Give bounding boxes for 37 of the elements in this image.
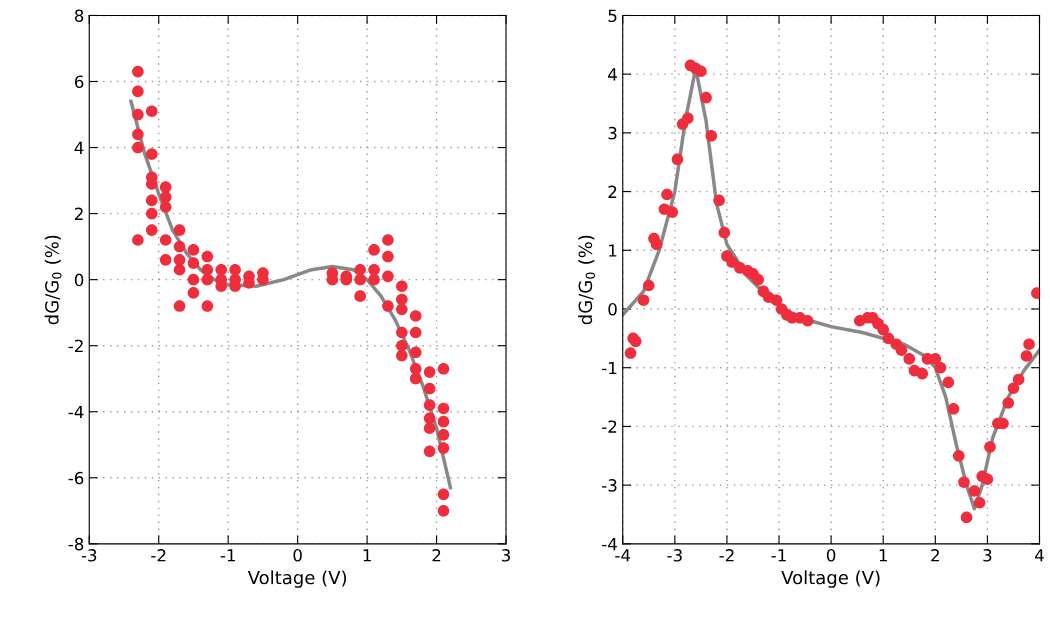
x-tick-label: -1 (220, 549, 235, 562)
y-tick-label: 5 (608, 9, 617, 23)
x-tick-label: -1 (771, 549, 786, 562)
y-tick-label: -1 (602, 361, 617, 375)
x-tick-label: 2 (931, 549, 939, 562)
x-tick-label: 0 (293, 549, 302, 562)
y-tick-label: -2 (68, 339, 83, 353)
x-tick-label: 3 (502, 549, 510, 562)
y-tick-label: 8 (74, 9, 84, 23)
y-tick-label: 0 (74, 273, 84, 287)
x-tick-label: 3 (983, 549, 992, 562)
y-tick-label: -6 (68, 471, 84, 485)
y-tick-label: -2 (602, 420, 617, 433)
x-tick-label: 1 (363, 549, 371, 562)
y-axis-title: dG/G$_{0}$ (%) (578, 235, 596, 325)
x-tick-label: -2 (151, 549, 166, 562)
y-tick-label: 6 (74, 75, 84, 89)
y-tick-label: -3 (602, 479, 617, 492)
y-tick-label: -4 (68, 405, 84, 419)
y-tick-label: 4 (608, 68, 617, 81)
x-axis-title: Voltage (V) (247, 570, 347, 588)
x-axis-title: Voltage (V) (781, 570, 880, 588)
y-axis-title: dG/G$_{0}$ (%) (44, 235, 62, 325)
y-tick-label: 3 (608, 126, 617, 140)
x-tick-label: 4 (1035, 549, 1044, 562)
x-tick-label: -2 (719, 549, 734, 562)
x-tick-label: 2 (432, 549, 441, 562)
y-tick-label: 1 (609, 244, 617, 257)
y-tick-label: 0 (608, 302, 617, 316)
y-tick-label: 2 (608, 185, 617, 198)
x-tick-label: 0 (826, 549, 836, 562)
y-tick-label: -4 (602, 538, 617, 551)
x-tick-label: -3 (667, 549, 682, 562)
y-tick-label: 2 (75, 207, 83, 220)
y-tick-label: -8 (68, 537, 84, 551)
x-tick-label: 1 (879, 549, 887, 562)
y-tick-label: 4 (74, 141, 84, 154)
